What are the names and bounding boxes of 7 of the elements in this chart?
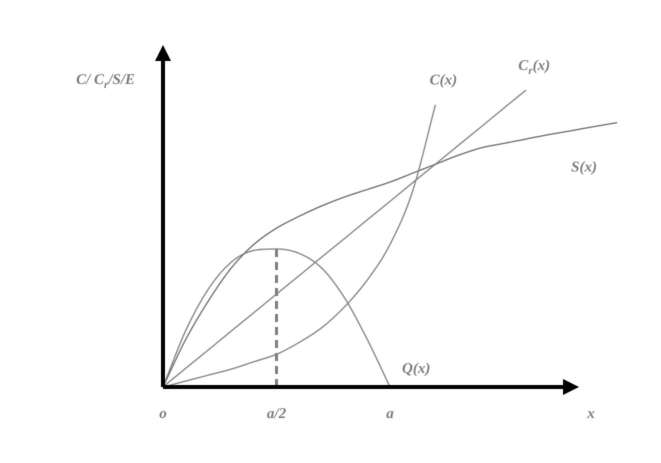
series-label: C(x): [430, 72, 458, 89]
series-label: S(x): [571, 160, 598, 176]
x-axis-title: x: [586, 406, 596, 422]
x-tick-label: o: [159, 406, 167, 422]
x-tick-label: a/2: [266, 406, 287, 422]
series-label: Q(x): [402, 360, 430, 377]
x-tick-label: a: [386, 406, 394, 422]
